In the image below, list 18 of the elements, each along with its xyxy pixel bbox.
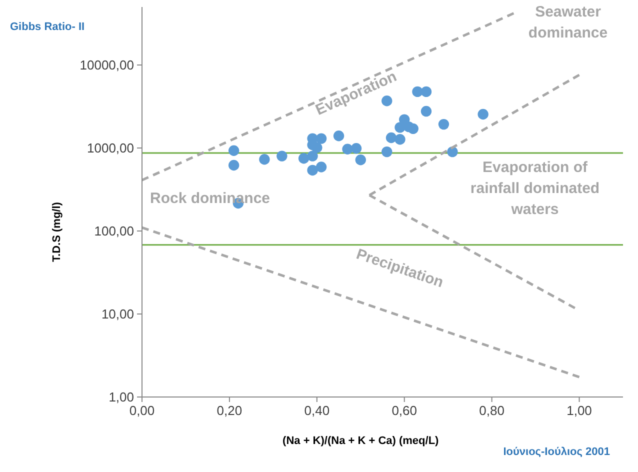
x-axis-title: (Na + K)/(Na + K + Ca) (meq/L)	[282, 435, 440, 447]
x-tick-label: 0,40	[304, 403, 330, 418]
annotation: Evaporation of rainfall dominated waters	[470, 159, 600, 218]
y-tick-label: 1000,00	[87, 140, 134, 156]
x-tick-label: 0,60	[392, 403, 418, 418]
y-axis-title: T.D.S (mg/l)	[51, 202, 63, 262]
y-tick-label: 100,00	[94, 224, 134, 239]
annotation: Seawater dominance	[528, 4, 608, 42]
annotation: Rock dominance	[150, 190, 270, 207]
y-tick-label: 10,00	[101, 306, 134, 322]
y-tick-label: 10000,00	[80, 58, 134, 73]
x-tick-label: 0,80	[479, 403, 504, 418]
x-tick-label: 0,20	[216, 403, 242, 418]
text: Gibbs Ratio- II	[10, 21, 85, 33]
x-tick-label: 1,00	[566, 403, 592, 418]
x-tick-label: 0,00	[129, 403, 155, 418]
text: Ιούνιος-Ιούλιος 2001	[503, 446, 610, 458]
y-tick-label: 1,00	[108, 390, 134, 404]
